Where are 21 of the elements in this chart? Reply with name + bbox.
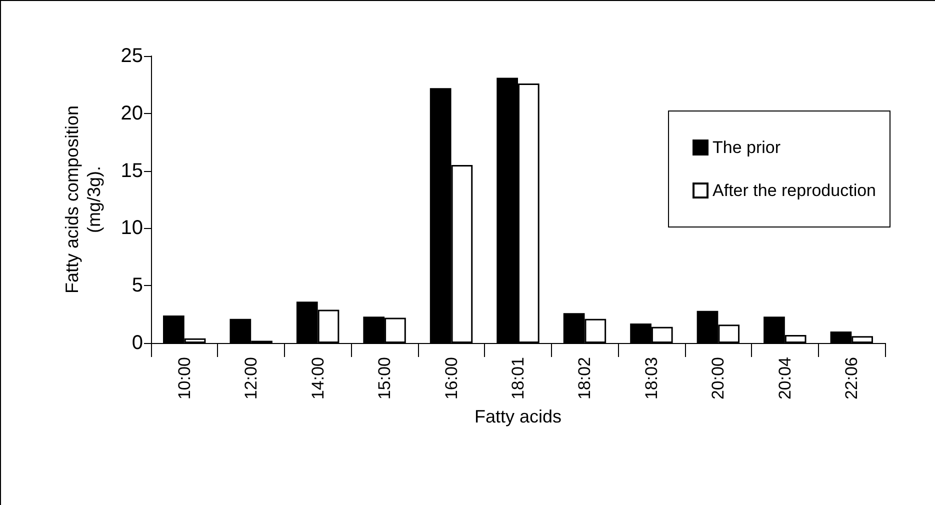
x-tick-label: 15:00 <box>375 357 394 400</box>
x-tick-label: 18:01 <box>508 357 528 400</box>
x-tick-label: 12:00 <box>242 357 261 400</box>
y-tick-label: 15 <box>120 160 143 182</box>
legend-label: After the reproduction <box>712 181 876 200</box>
x-tick-label: 18:03 <box>642 357 661 400</box>
x-tick-label: 18:02 <box>575 357 594 400</box>
y-tick-label: 25 <box>120 45 143 67</box>
legend-label: The prior <box>712 138 781 157</box>
x-axis-title: Fatty acids <box>474 406 562 426</box>
x-tick-label: 10:00 <box>174 357 194 400</box>
x-tick-label: 14:00 <box>308 357 328 400</box>
y-tick-label: 10 <box>120 217 143 240</box>
x-tick-label: 16:00 <box>442 357 461 400</box>
y-tick-label: 0 <box>132 332 143 354</box>
x-tick-label: 22:06 <box>842 357 862 400</box>
y-tick-label: 20 <box>120 102 143 124</box>
x-tick-label: 20:00 <box>708 357 728 400</box>
y-axis-title: Fatty acids composition (mg/3g). <box>62 105 104 294</box>
y-tick-label: 5 <box>132 274 143 297</box>
x-tick-label: 20:04 <box>775 357 794 400</box>
